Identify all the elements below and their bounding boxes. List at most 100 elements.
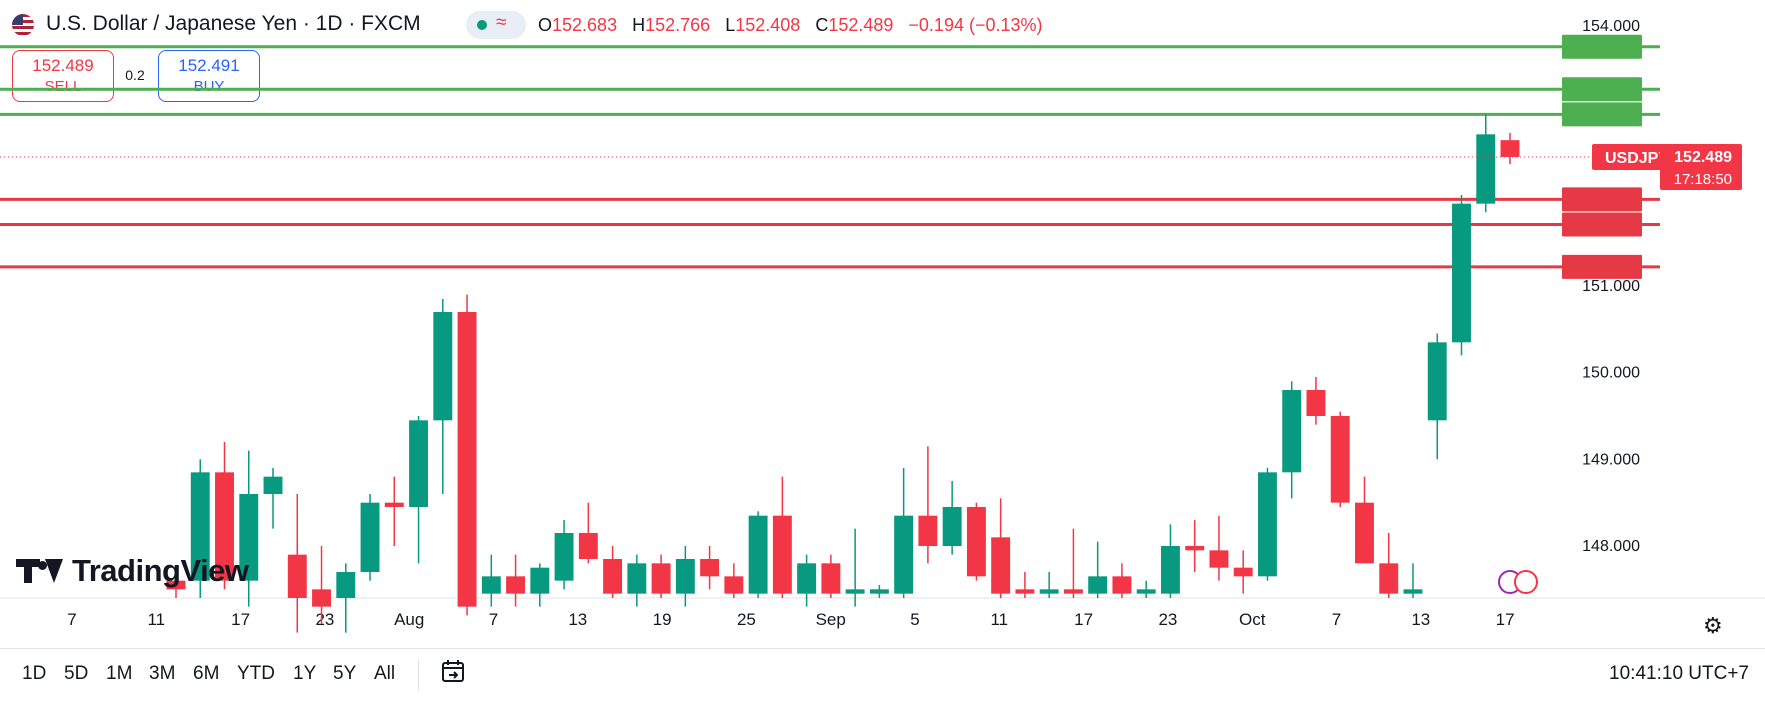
candle-body [603, 559, 623, 594]
level-price-tag [1562, 77, 1642, 102]
y-tick-label: 151.000 [1582, 278, 1640, 295]
range-6m-button[interactable]: 6M [193, 663, 220, 684]
x-tick-label: Aug [394, 610, 424, 629]
candle-body [991, 537, 1011, 594]
candle-body [918, 515, 938, 546]
range-ytd-button[interactable]: YTD [237, 663, 275, 684]
candle-body [1088, 576, 1108, 594]
high-key: H [632, 15, 646, 35]
level-price-label: 153.760 [1674, 40, 1732, 57]
chart-header: U.S. Dollar / Japanese Yen · 1D · FXCM ≈… [0, 0, 1660, 50]
range-1m-button[interactable]: 1M [106, 663, 133, 684]
market-open-dot-icon [477, 20, 487, 30]
x-tick-label: 5 [910, 610, 919, 629]
x-tick-label: 13 [1411, 610, 1430, 629]
chart-settings-icon[interactable]: ⚙ [1703, 613, 1723, 638]
candle-body [675, 559, 695, 594]
candle-body [384, 502, 404, 507]
candle-body [869, 589, 889, 594]
x-tick-label: 7 [489, 610, 498, 629]
x-tick-label: 11 [147, 610, 165, 629]
sell-button[interactable]: 152.489 SELL [12, 50, 114, 102]
candle-body [1500, 140, 1520, 157]
candle-body [1160, 546, 1180, 594]
level-price-tag [1562, 187, 1642, 212]
candle-body [1063, 589, 1083, 594]
us-economic-event-icon[interactable] [1514, 570, 1538, 594]
level-price-label: 152.000 [1674, 192, 1732, 209]
bar-countdown: 17:18:50 [1674, 171, 1732, 188]
x-tick-label: Sep [816, 610, 846, 629]
range-5d-button[interactable]: 5D [64, 663, 89, 684]
candle-body [1330, 416, 1350, 503]
x-tick-label: Oct [1239, 610, 1266, 629]
x-tick-label: 23 [315, 610, 334, 629]
level-price-tag [1562, 254, 1642, 279]
candle-body [772, 515, 792, 594]
range-1d-button[interactable]: 1D [22, 663, 47, 684]
go-to-date-icon[interactable] [438, 657, 468, 687]
candle-body [724, 576, 744, 594]
close-value: 152.489 [828, 15, 894, 35]
x-tick-label: 13 [568, 610, 587, 629]
candle-body [554, 533, 574, 581]
candle-body [409, 420, 429, 507]
open-key: O [538, 15, 553, 35]
open-value: 152.683 [552, 15, 618, 35]
tradingview-logo: TradingView [16, 553, 249, 589]
y-tick-label: 154.000 [1582, 18, 1640, 35]
market-status[interactable]: ≈ [466, 11, 526, 39]
level-price-tag [1562, 34, 1642, 59]
candle-body [433, 312, 453, 421]
candle-body [1039, 589, 1059, 594]
candle-body [1112, 576, 1132, 594]
candle-body [821, 563, 841, 594]
price-chart[interactable]: 148.000 149.000 150.000 151.000 154.000 7 11 17… [0, 0, 1765, 648]
wave-icon: ≈ [496, 12, 507, 33]
candle-body [845, 589, 865, 594]
tradingview-logo-icon [16, 557, 64, 585]
level-price-tag [1562, 102, 1642, 127]
candle-body [215, 472, 234, 581]
candle-body [360, 502, 380, 572]
candle-body [481, 576, 501, 594]
candle-body [1282, 390, 1302, 473]
candle-body [1476, 134, 1496, 204]
range-1y-button[interactable]: 1Y [293, 663, 317, 684]
candle-body [942, 507, 962, 546]
range-5y-button[interactable]: 5Y [333, 663, 357, 684]
low-key: L [725, 15, 736, 35]
symbol-tag [1592, 143, 1682, 170]
candle-body [627, 563, 647, 594]
candle-body [1355, 502, 1374, 564]
symbol-title[interactable]: U.S. Dollar / Japanese Yen · 1D · FXCM [46, 12, 421, 35]
candle-body [578, 533, 598, 559]
candle-body [1427, 342, 1447, 421]
candle-body [966, 507, 986, 577]
candle-body [651, 563, 671, 594]
range-all-button[interactable]: All [374, 663, 396, 684]
x-tick-label: 7 [1332, 610, 1341, 629]
y-tick-label: 150.000 [1582, 365, 1640, 382]
candle-body [263, 476, 283, 494]
ohlc-readout: O152.683 H152.766 L152.408 C152.489 −0.1… [538, 15, 1053, 36]
last-price-tag [1660, 143, 1742, 190]
level-price-label: 151.710 [1674, 217, 1732, 234]
candle-body [312, 589, 331, 607]
candle-body [1136, 589, 1156, 594]
candle-body [1015, 589, 1035, 594]
utc-clock[interactable]: 10:41:10 UTC+7 [1609, 663, 1749, 684]
candle-body [287, 554, 307, 598]
candle-body [530, 567, 550, 594]
bottom-toolbar: 1D 5D 1M 3M 6M YTD 1Y 5Y All 10:41:10 UT… [0, 648, 1765, 704]
candle-body [1209, 550, 1229, 568]
low-value: 152.408 [735, 15, 801, 35]
range-3m-button[interactable]: 3M [149, 663, 176, 684]
candle-body [506, 576, 526, 594]
candle-body [190, 472, 210, 581]
candle-body [1379, 563, 1399, 594]
x-tick-label: 19 [653, 610, 672, 629]
symbol-tag-label: USDJPY [1605, 150, 1669, 167]
buy-price: 152.491 [178, 56, 240, 75]
y-tick-label: 149.000 [1582, 451, 1640, 468]
